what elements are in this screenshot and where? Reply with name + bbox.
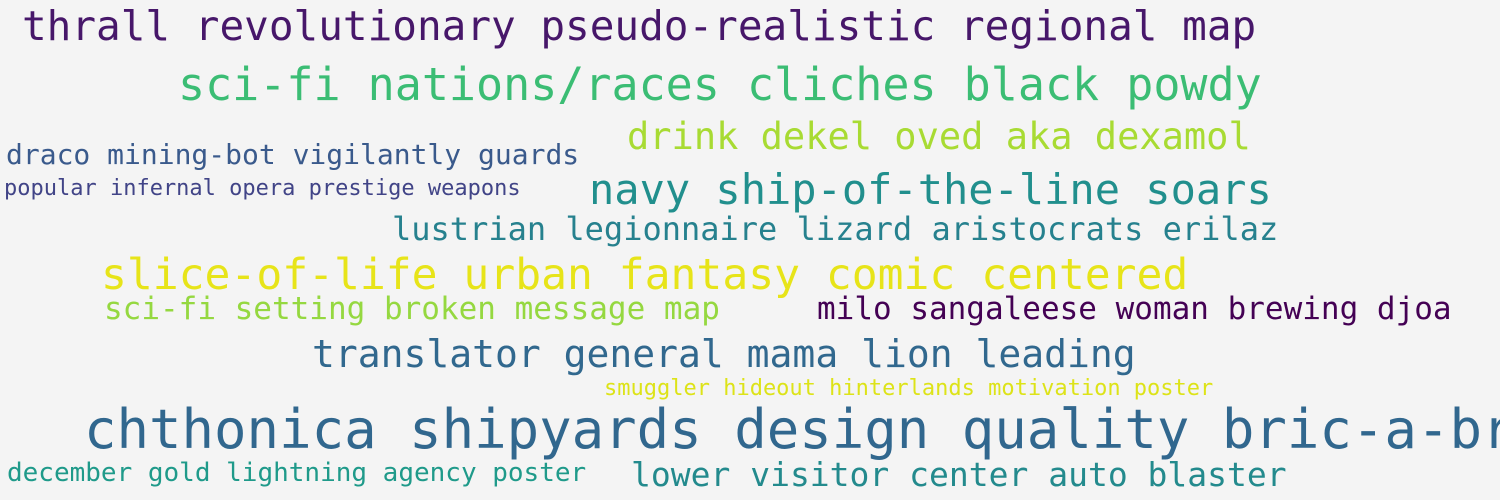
- phrase-scifi-setting: sci-fi setting broken message map: [104, 291, 720, 327]
- phrase-navy: navy ship-of-the-line soars: [589, 165, 1272, 214]
- phrase-popular: popular infernal opera prestige weapons: [4, 176, 521, 201]
- phrase-thrall: thrall revolutionary pseudo-realistic re…: [22, 2, 1257, 50]
- phrase-draco: draco mining-bot vigilantly guards: [6, 138, 580, 171]
- phrase-lower-visitor: lower visitor center auto blaster: [631, 455, 1287, 494]
- phrase-december: december gold lightning agency poster: [7, 458, 587, 488]
- phrase-milo: milo sangaleese woman brewing djoa: [817, 291, 1452, 327]
- phrase-scifi-nations: sci-fi nations/races cliches black powdy: [178, 58, 1262, 111]
- phrase-lustrian: lustrian legionnaire lizard aristocrats …: [392, 210, 1279, 248]
- phrase-smuggler: smuggler hideout hinterlands motivation …: [604, 376, 1214, 401]
- phrase-chthonica: chthonica shipyards design quality bric-…: [84, 398, 1500, 461]
- phrase-slice-of-life: slice-of-life urban fantasy comic center…: [101, 250, 1189, 300]
- phrase-translator: translator general mama lion leading: [312, 332, 1136, 376]
- phrase-drink: drink dekel oved aka dexamol: [627, 115, 1251, 158]
